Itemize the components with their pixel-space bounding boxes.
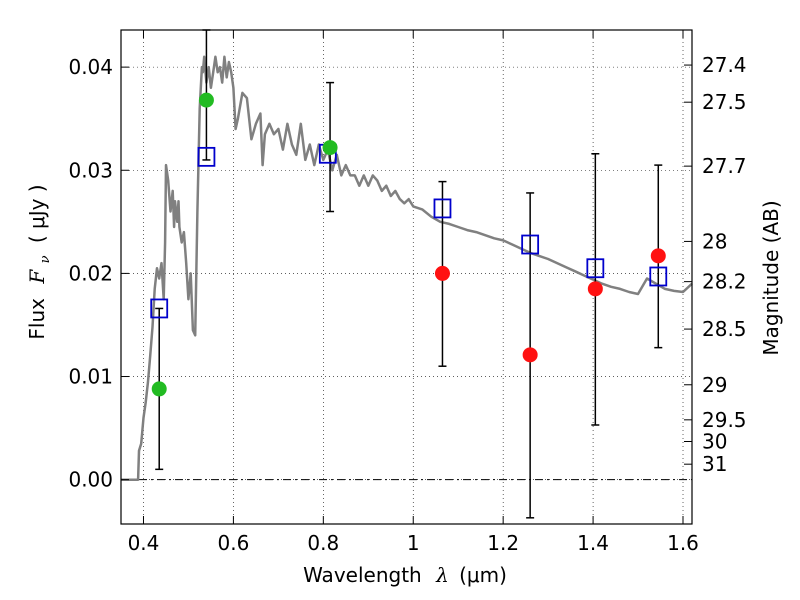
x-axis-label: Wavelength λ (μm)	[303, 563, 507, 587]
synthetic-photometry-square	[521, 234, 540, 255]
x-axis-label-unit: (μm)	[459, 563, 507, 587]
x-tick-label: 1.4	[577, 531, 609, 555]
y-tick-label: 0.03	[68, 158, 113, 182]
x-tick-label: 1	[407, 531, 420, 555]
non-detection-point	[650, 248, 666, 264]
plot-area	[121, 29, 693, 519]
synthetic-photometry-square	[433, 198, 452, 219]
synthetic-photometry-square	[197, 146, 216, 167]
mag-tick-label: 28.2	[702, 270, 747, 294]
model-spectrum-line	[121, 55, 693, 481]
mag-tick-label: 29	[702, 373, 727, 397]
detection-point	[322, 140, 338, 156]
non-detection-point	[434, 265, 450, 281]
synthetic-photometry-square	[586, 258, 605, 279]
y-axis-label: Flux F ν ( μJy )	[25, 184, 54, 339]
x-tick-label: 1.2	[487, 531, 519, 555]
mag-tick-label: 27.7	[702, 154, 747, 178]
y-axis-label-unit: ( μJy )	[25, 184, 49, 243]
y-axis-label-text: Flux	[25, 298, 49, 340]
x-axis-label-text: Wavelength	[303, 563, 422, 587]
y-tick-label: 0.02	[68, 261, 113, 285]
axis-ticks: 0.4 0.6 0.8 1 1.2 1.4 1.6 0.00 0.01 0.02 0.03 0.04 2…	[68, 30, 747, 555]
y-tick-label: 0.00	[68, 468, 113, 492]
synthetic-photometry-square	[150, 298, 169, 319]
y-tick-label: 0.04	[68, 55, 113, 79]
mag-tick-label: 31	[702, 452, 727, 476]
mag-tick-label: 27.5	[702, 90, 747, 114]
x-tick-label: 0.8	[307, 531, 339, 555]
non-detection-point	[587, 281, 603, 297]
x-tick-label: 0.6	[217, 531, 249, 555]
mag-tick-label: 28	[702, 229, 727, 253]
x-axis-label-symbol: λ	[435, 563, 449, 587]
y2-axis-label: Magnitude (AB)	[759, 200, 783, 355]
synthetic-photometry-square	[649, 266, 668, 287]
y-axis-label-symbol: F	[25, 269, 49, 285]
y-axis-label-subscript: ν	[38, 255, 53, 263]
detection-point	[151, 381, 167, 397]
mag-tick-label: 28.5	[702, 317, 747, 341]
mag-tick-label: 30	[702, 429, 727, 453]
non-detection-point	[522, 347, 538, 363]
detection-point	[198, 92, 214, 108]
x-tick-label: 1.6	[667, 531, 699, 555]
axes-frame	[120, 29, 693, 525]
x-tick-label: 0.4	[128, 531, 160, 555]
mag-tick-label: 27.4	[702, 53, 747, 77]
y-tick-label: 0.01	[68, 365, 113, 389]
mag-tick-label: 29.5	[702, 408, 747, 432]
